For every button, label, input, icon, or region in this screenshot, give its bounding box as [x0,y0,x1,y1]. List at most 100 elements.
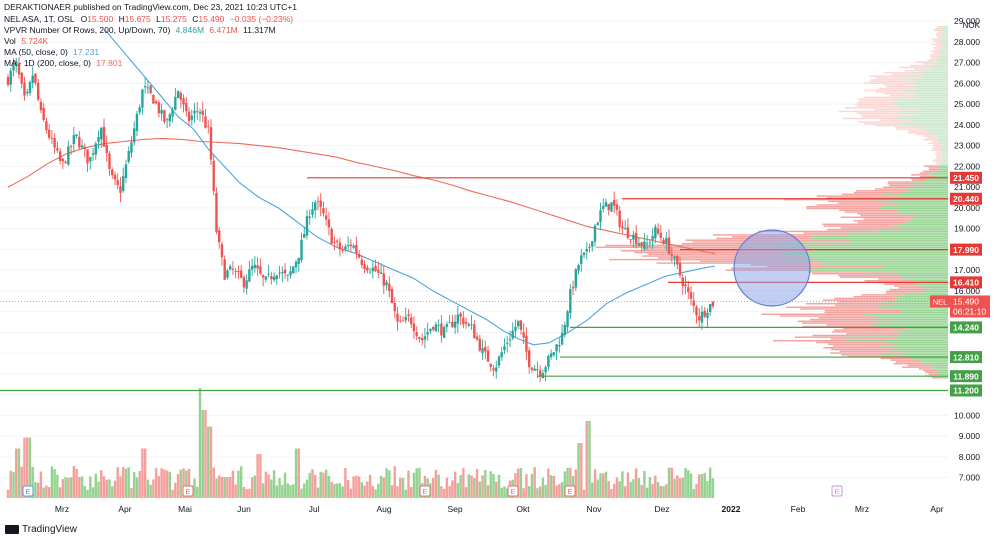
profile-row-up [886,341,948,344]
candle-down [47,129,51,138]
profile-row-up [923,73,948,76]
volume-bar [654,475,657,498]
candle-down [23,82,26,96]
profile-row-up [920,290,948,293]
legend-h-label: H [118,14,125,24]
volume-bar [709,467,712,498]
profile-row-up [933,371,948,374]
legend-ma200-value: 17.801 [96,58,123,68]
candle-up [91,153,95,155]
profile-row-down [930,56,939,58]
profile-row-up [920,77,948,79]
profile-row-down [860,214,915,217]
candle-up [423,336,427,340]
currency-label: NOK [963,21,981,30]
earnings-marker [507,485,519,497]
profile-row-down [761,313,864,316]
candle-up [582,252,586,256]
candle-up [577,264,580,271]
level-label: 12.810 [953,352,979,362]
profile-row-up [898,348,948,351]
volume-bar [111,486,114,498]
tradingview-logo[interactable]: TradingView [5,524,77,535]
profile-row-up [890,347,948,349]
legend-h-value: 15.675 [124,14,151,24]
volume-bar [525,474,528,498]
profile-row-down [842,327,907,330]
candle-down [462,317,465,325]
candle-down [687,287,690,293]
candle-down [711,301,715,307]
volume-bar [692,488,695,498]
candle-down [261,275,265,278]
volume-bar [695,483,698,498]
earnings-marker [419,485,431,497]
candle-down [571,286,575,289]
candle-up [610,202,613,212]
volume-bar [382,477,385,498]
candle-up [253,264,257,268]
legend-vpvr[interactable]: VPVR Number Of Rows, 200, Up/Down, 70) 4… [4,25,276,36]
profile-row-up [937,135,948,137]
volume-bar [83,486,87,498]
volume-bar [492,474,495,498]
profile-row-up [899,89,948,92]
candle-up [124,164,128,179]
level-label: 11.890 [953,371,979,381]
profile-row-down [932,147,943,150]
legend-ma50[interactable]: MA (50, close, 0) 17.231 [4,47,99,58]
profile-row-down [923,165,939,167]
earnings-marker [182,485,194,497]
profile-row-up [890,103,948,106]
candle-down [486,350,490,362]
profile-row-down [933,145,942,148]
candle-down [324,215,328,220]
profile-row-up [901,332,948,335]
profile-row-up [902,225,948,227]
legend-symbol[interactable]: NEL ASA, 1T, OSL O15.500 H15.675 L15.275… [4,14,293,25]
candle-down [475,336,479,340]
volume-profile [595,26,948,379]
legend-vol[interactable]: Vol 5.724K [4,36,48,47]
profile-row-up [939,149,948,151]
volume-bar [124,468,128,498]
volume-bar [366,481,369,498]
profile-row-up [914,214,948,217]
profile-row-up [932,68,948,70]
profile-row-up [898,116,948,118]
profile-row-down [822,223,894,226]
volume-bar [333,483,336,498]
volume-bar [283,472,287,498]
symbol-tag: NEL [933,297,948,306]
candle-down [45,121,48,130]
profile-row-down [861,294,904,296]
price-tick: 24.000 [954,120,980,130]
candle-up [588,247,591,248]
volume-bar [593,469,597,498]
profile-row-down [786,306,880,308]
profile-row-down [919,172,933,174]
candle-up [566,311,569,328]
price-tick: 28.000 [954,37,980,47]
profile-row-down [839,276,901,278]
last-price-bg [950,295,990,318]
profile-row-down [826,324,871,326]
profile-row-down [913,68,933,70]
profile-row-down [904,70,923,72]
profile-row-down [818,317,877,319]
level-label: 21.450 [953,173,979,183]
volume-bar [489,471,492,498]
profile-row-up [940,57,948,60]
volume-bar [105,479,108,498]
volume-bar [100,470,103,498]
legend-ma200[interactable]: MA - 1D (200, close, 0) 17.801 [4,58,122,69]
candle-up [228,266,232,270]
candle-down [366,267,369,271]
volume-bar [138,470,141,498]
candle-up [127,151,130,162]
volume-bar [335,483,339,498]
volume-bar [127,467,130,498]
price-tick: 9.000 [959,431,981,441]
volume-bar [678,478,682,498]
